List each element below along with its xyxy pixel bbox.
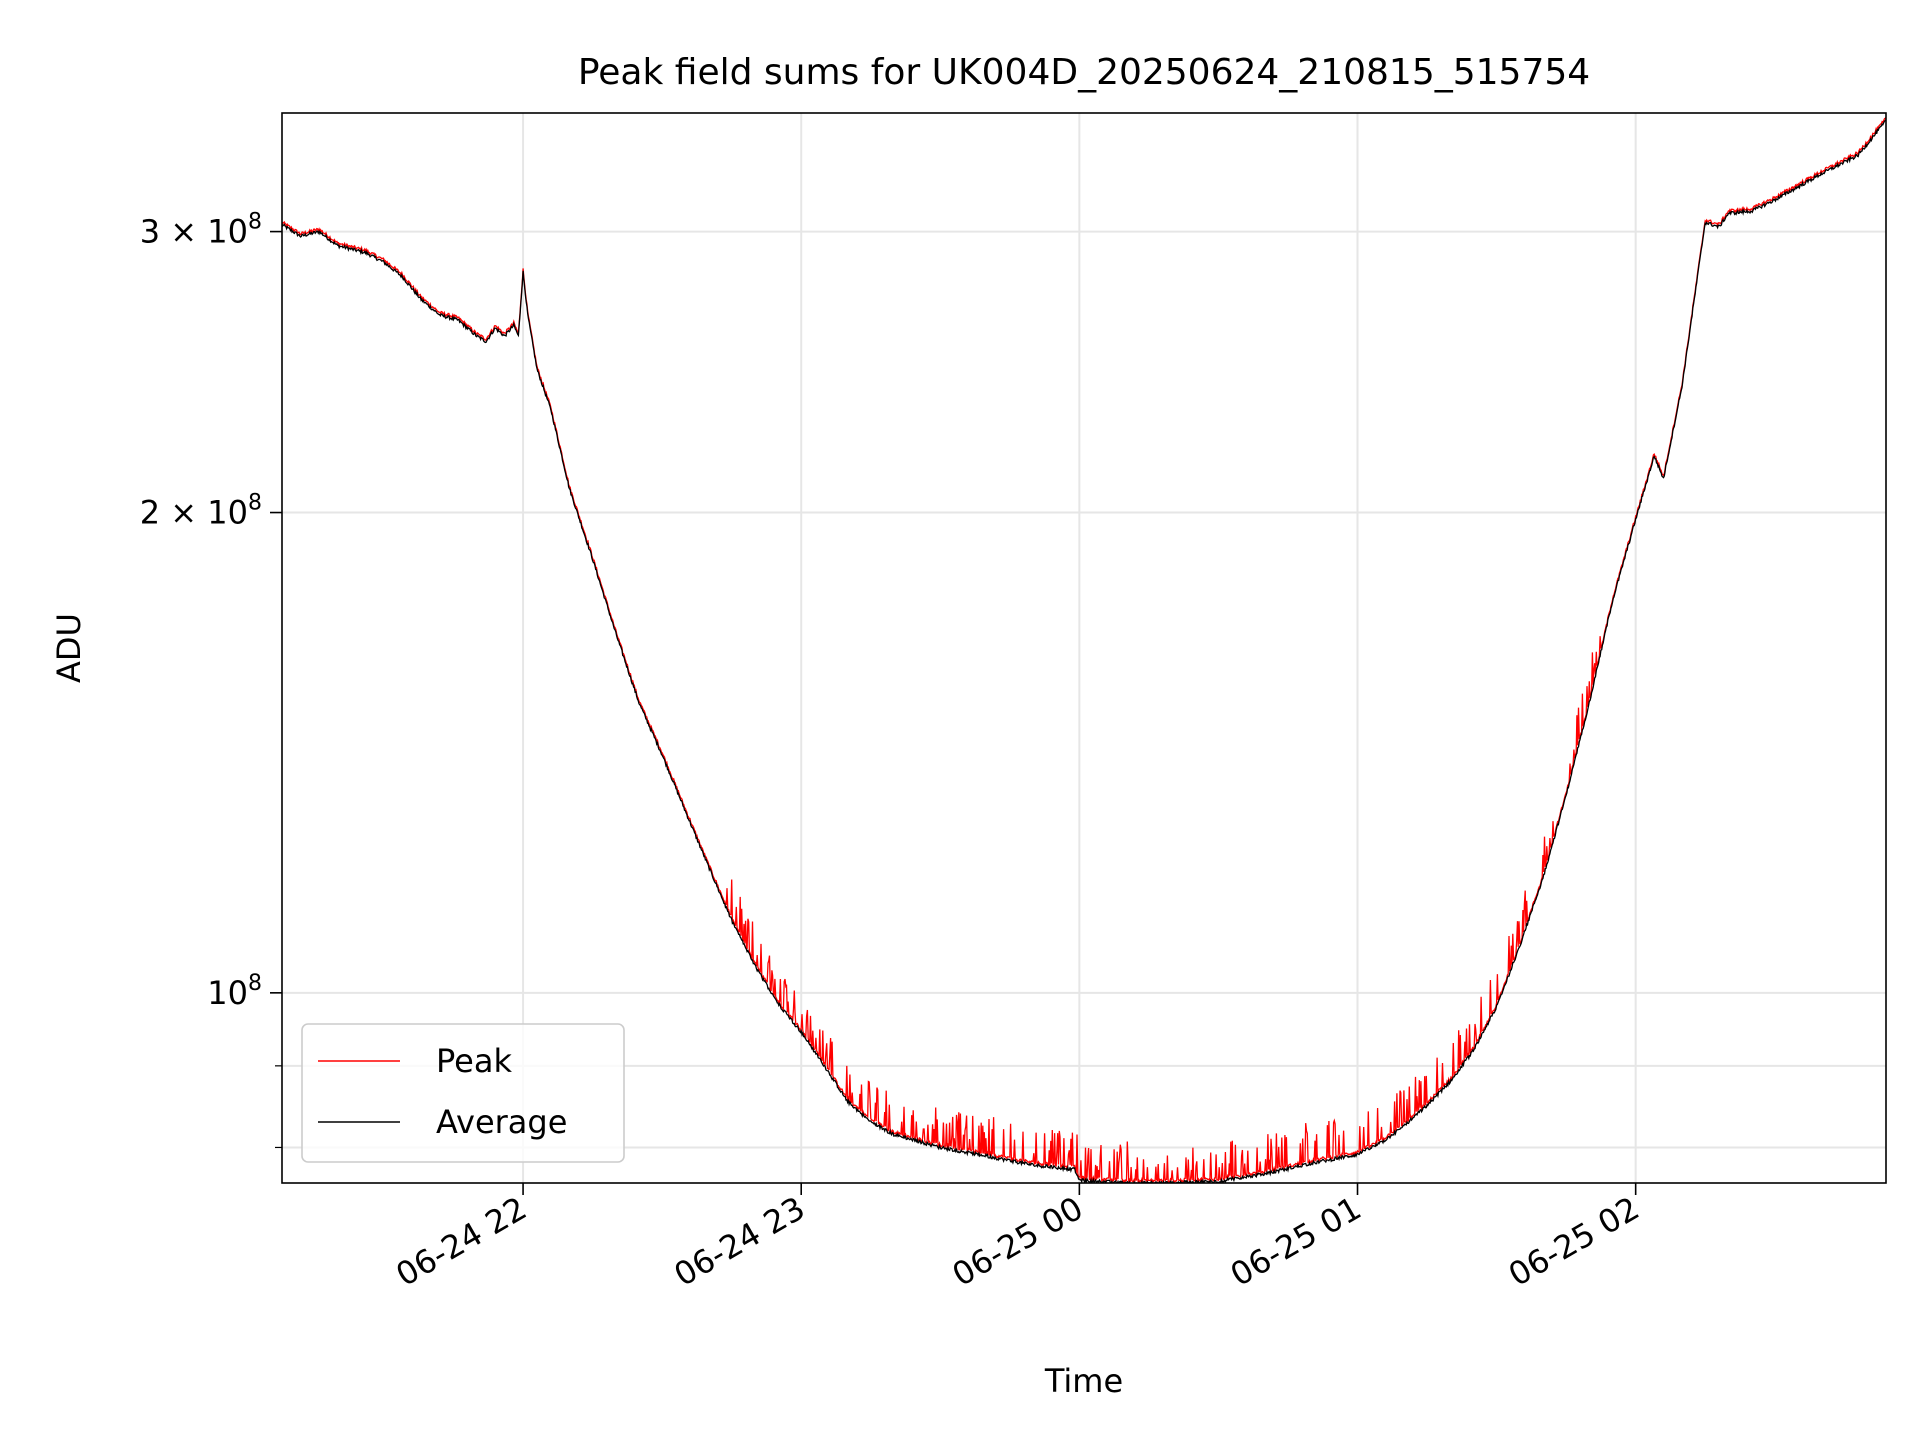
x-tick-label: 06-25 01 bbox=[1224, 1189, 1368, 1294]
y-tick-label-base: 3 × 10 bbox=[140, 213, 248, 251]
plot-series bbox=[282, 116, 1886, 1183]
y-tick-label: 2 × 108 bbox=[140, 491, 262, 532]
y-tick-label-base: 2 × 10 bbox=[140, 494, 248, 532]
x-tick-label: 06-25 00 bbox=[946, 1189, 1090, 1294]
grid bbox=[282, 113, 1886, 1183]
legend-average-label: Average bbox=[436, 1103, 567, 1141]
x-tick-label: 06-24 22 bbox=[389, 1189, 533, 1294]
y-tick-label-base: 10 bbox=[207, 974, 248, 1012]
average-series-line bbox=[282, 119, 1886, 1183]
y-tick-label: 3 × 108 bbox=[140, 210, 262, 251]
chart-title: Peak field sums for UK004D_20250624_2108… bbox=[578, 52, 1590, 93]
legend-box bbox=[301, 1023, 625, 1163]
x-tick-label: 06-24 23 bbox=[668, 1189, 812, 1294]
x-tick-label: 06-25 02 bbox=[1502, 1189, 1646, 1294]
y-axis-label: ADU bbox=[50, 613, 88, 683]
y-tick-label: 108 bbox=[207, 971, 262, 1012]
y-tick-label-exp: 8 bbox=[248, 491, 262, 516]
y-tick-label-exp: 8 bbox=[248, 210, 262, 235]
x-axis-label: Time bbox=[1044, 1362, 1123, 1400]
legend: Peak Average bbox=[301, 1023, 625, 1163]
y-tick-label-exp: 8 bbox=[248, 971, 262, 996]
legend-peak-label: Peak bbox=[436, 1042, 512, 1080]
plot-frame bbox=[281, 112, 1887, 1184]
